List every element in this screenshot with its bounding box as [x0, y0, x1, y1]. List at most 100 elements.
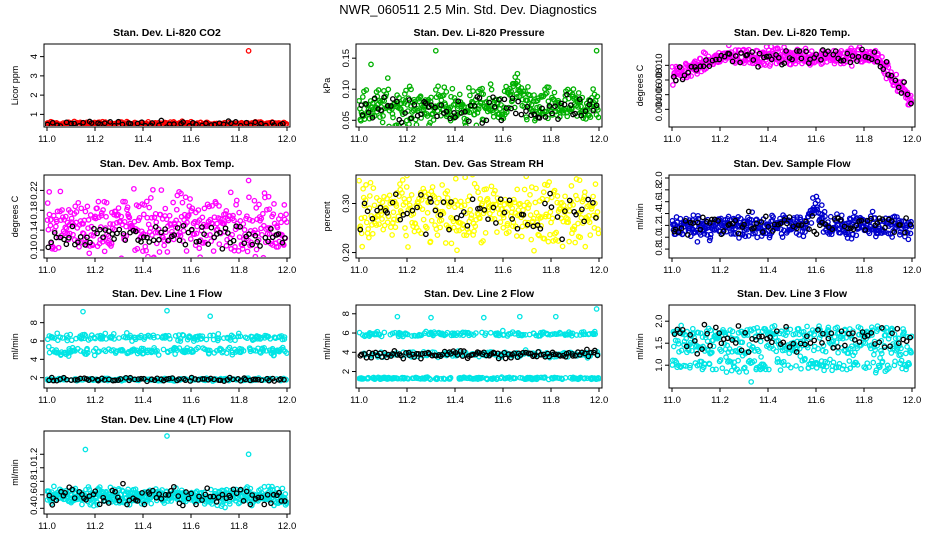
data-point [380, 217, 384, 221]
x-tick-label: 11.0 [350, 265, 368, 276]
x-tick-label: 11.6 [807, 395, 825, 406]
data-point [360, 244, 364, 248]
data-point [211, 249, 215, 253]
data-point [386, 87, 390, 91]
x-tick-label: 11.0 [663, 395, 681, 406]
data-point [390, 233, 394, 237]
data-point [181, 229, 185, 233]
data-point [83, 209, 87, 213]
x-tick-label: 11.2 [86, 521, 104, 532]
data-point-black [586, 197, 590, 201]
data-point [242, 228, 246, 232]
data-point-black [220, 247, 224, 251]
data-point [872, 352, 876, 356]
data-point [386, 76, 390, 80]
data-point-black [514, 111, 518, 115]
x-tick-label: 11.6 [182, 521, 200, 532]
x-tick-label: 11.2 [711, 134, 729, 145]
data-points [45, 309, 289, 384]
data-point [695, 240, 699, 244]
data-point [85, 204, 89, 208]
panel-title: Stan. Dev. Li-820 Pressure [413, 27, 544, 39]
data-point [162, 243, 166, 247]
data-point [495, 230, 499, 234]
data-point [455, 248, 459, 252]
data-point [870, 209, 874, 213]
data-points [670, 322, 914, 384]
data-point [116, 206, 120, 210]
y-tick-label: 0.10 [341, 80, 352, 99]
data-point [489, 184, 493, 188]
y-tick-label: 8 [341, 311, 352, 316]
y-tick-label: 1.5 [654, 337, 665, 350]
data-point [132, 187, 136, 191]
y-tick-label: 1.0 [654, 359, 665, 372]
data-point [672, 344, 676, 348]
data-point [117, 336, 121, 340]
data-point [368, 194, 372, 198]
x-tick-label: 11.2 [86, 134, 104, 145]
data-point [403, 226, 407, 230]
data-point [405, 173, 409, 177]
x-tick-label: 11.0 [350, 134, 368, 145]
x-tick-label: 12.0 [590, 395, 609, 406]
data-point [515, 187, 519, 191]
data-point [247, 195, 251, 199]
data-point [805, 324, 809, 328]
y-axis-label: ml/min [635, 203, 645, 230]
data-point [560, 244, 564, 248]
x-tick-label: 11.8 [855, 134, 873, 145]
y-tick-label: 8 [29, 320, 40, 325]
y-axis-label: kPa [322, 78, 332, 94]
data-point [175, 207, 179, 211]
data-point [521, 208, 525, 212]
data-point [489, 87, 493, 91]
x-tick-label: 11.8 [230, 521, 248, 532]
data-points [357, 307, 601, 382]
data-point [555, 194, 559, 198]
data-point [809, 221, 813, 225]
data-point-black [736, 324, 740, 328]
x-tick-label: 11.4 [134, 521, 152, 532]
x-tick-label: 11.0 [663, 265, 681, 276]
x-tick-label: 11.8 [230, 395, 248, 406]
data-point [180, 200, 184, 204]
data-point [436, 84, 440, 88]
data-point [371, 232, 375, 236]
data-point [45, 201, 49, 205]
data-point [579, 104, 583, 108]
data-point [591, 194, 595, 198]
data-point [435, 233, 439, 237]
data-points [45, 49, 288, 130]
data-point-black [519, 112, 523, 116]
data-point [440, 183, 444, 187]
y-tick-label: 2.0 [654, 171, 665, 184]
data-points [670, 194, 914, 244]
data-point [498, 220, 502, 224]
y-tick-label: 6 [29, 338, 40, 343]
data-point [80, 502, 84, 506]
data-point [588, 233, 592, 237]
data-points [357, 49, 601, 129]
y-tick-label: 1.2 [29, 448, 40, 461]
x-tick-label: 11.0 [350, 395, 368, 406]
y-tick-label: 0.30 [341, 194, 352, 213]
data-point [81, 309, 85, 313]
y-axis-label: percent [322, 201, 332, 232]
data-point [52, 484, 56, 488]
x-tick-label: 11.2 [398, 265, 416, 276]
data-point [357, 99, 361, 103]
data-point [159, 188, 163, 192]
data-point [216, 332, 220, 336]
y-axis-label: ml/min [10, 459, 20, 486]
data-point [468, 93, 472, 97]
data-point [282, 203, 286, 207]
data-point [526, 85, 530, 89]
data-point-black [549, 205, 553, 209]
data-point [407, 197, 411, 201]
y-tick-label: 2 [341, 369, 352, 374]
data-point [252, 199, 256, 203]
x-tick-label: 11.8 [230, 134, 248, 145]
